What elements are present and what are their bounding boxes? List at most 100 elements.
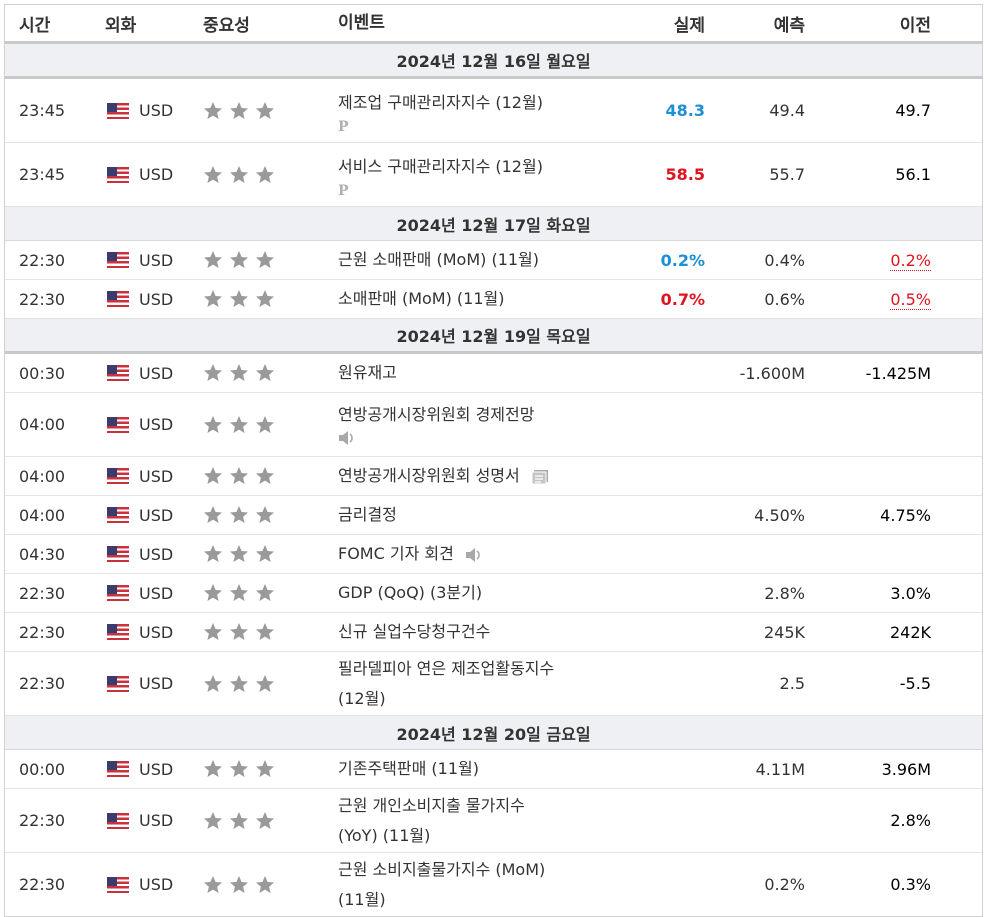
star-icon [230,364,248,381]
table-row[interactable]: 22:30 USD 소매판매 (MoM) (11월) 0.7% 0.6% 0.5… [5,280,982,319]
event-name[interactable]: 원유재고 [338,363,397,382]
importance-stars [203,250,338,270]
event-name-line-1[interactable]: 필라델피아 연은 제조업활동지수 [338,658,555,678]
header-importance[interactable]: 중요성 [203,15,250,36]
revised-previous-value[interactable]: 0.5% [890,289,931,310]
table-row[interactable]: 00:00 USD 기존주택판매 (11월) 4.11M 3.96M [5,750,982,789]
event-name[interactable]: 연방공개시장위원회 경제전망 [338,404,535,424]
star-icon [230,165,248,183]
importance-stars [203,363,338,383]
currency-code: USD [139,505,174,525]
event-name[interactable]: 연방공개시장위원회 성명서 [338,466,520,485]
event-name[interactable]: 제조업 구매관리자지수 (12월) [338,92,543,112]
table-row[interactable]: 23:45 USD 서비스 구매관리자지수 (12월) P 58.5 55.7 … [5,143,982,207]
event-cell[interactable]: 필라델피아 연은 제조업활동지수 (12월) [338,654,608,714]
previous-value[interactable]: 0.2% [805,250,931,271]
star-icon [256,101,274,119]
revised-previous-value[interactable]: 0.2% [890,250,931,271]
table-row[interactable]: 04:30 USD FOMC 기자 회견 [5,535,982,574]
star-icon [204,101,222,119]
header-forecast[interactable]: 예측 [773,15,805,36]
star-icon [256,290,274,307]
event-cell[interactable]: 근원 소비지출물가지수 (MoM) (11월) [338,855,608,915]
economic-calendar: 시간 외화 중요성 이벤트 실제 예측 이전 2024년 12월 16일 월요일… [4,4,983,917]
table-row[interactable]: 04:00 USD 연방공개시장위원회 성명서 [5,457,982,496]
forecast-value: 0.4% [764,250,805,270]
table-row[interactable]: 22:30 USD 근원 개인소비지출 물가지수 (YoY) (11월) 2.8… [5,789,982,853]
currency-cell: USD [105,101,203,120]
us-flag-icon [107,585,129,601]
event-cell[interactable]: 근원 개인소비지출 물가지수 (YoY) (11월) [338,791,608,851]
table-row[interactable]: 23:45 USD 제조업 구매관리자지수 (12월) P 48.3 49.4 … [5,79,982,143]
star-icon [256,875,274,893]
importance-stars [203,505,338,525]
event-name-line-1[interactable]: 근원 개인소비지출 물가지수 [338,795,525,815]
event-cell[interactable]: 연방공개시장위원회 경제전망 [338,400,608,450]
star-icon [204,623,222,640]
importance-stars [203,759,338,779]
event-name[interactable]: 기존주택판매 (11월) [338,759,479,778]
star-icon [204,251,222,268]
forecast-value: 4.11M [755,759,805,779]
day-header: 2024년 12월 20일 금요일 [5,716,982,750]
event-name[interactable]: 근원 소매판매 (MoM) (11월) [338,250,540,269]
star-icon [256,674,274,692]
table-row[interactable]: 22:30 USD GDP (QoQ) (3분기) 2.8% 3.0% [5,574,982,613]
star-icon [256,415,274,433]
star-icon [204,364,222,381]
event-name[interactable]: 금리결정 [338,505,397,524]
event-name-line-1[interactable]: 근원 소비지출물가지수 (MoM) [338,859,546,879]
currency-cell: USD [105,290,203,309]
us-flag-icon [107,624,129,640]
table-row[interactable]: 04:00 USD 연방공개시장위원회 경제전망 [5,393,982,457]
importance-stars [203,466,338,486]
star-icon [204,415,222,433]
table-row[interactable]: 22:30 USD 신규 실업수당청구건수 245K 242K [5,613,982,652]
star-icon [230,811,248,829]
currency-code: USD [139,165,174,184]
previous-value: 56.1 [895,165,931,184]
actual-value: 58.5 [665,165,705,184]
star-icon [230,674,248,692]
currency-code: USD [139,875,174,894]
star-icon [256,623,274,640]
previous-value: 0.3% [890,875,931,894]
header-time[interactable]: 시간 [19,15,51,36]
event-name[interactable]: 서비스 구매관리자지수 (12월) [338,156,543,176]
event-name[interactable]: 소매판매 (MoM) (11월) [338,289,505,308]
event-name-line-2[interactable]: (12월) [338,688,386,708]
header-event[interactable]: 이벤트 [338,13,385,33]
star-icon [204,760,222,777]
event-time: 04:00 [19,466,66,486]
event-name[interactable]: FOMC 기자 회견 [338,544,454,563]
event-cell[interactable]: 서비스 구매관리자지수 (12월) P [338,152,608,198]
star-icon [204,875,222,893]
table-row[interactable]: 22:30 USD 근원 소비지출물가지수 (MoM) (11월) 0.2% 0… [5,853,982,916]
table-row[interactable]: 00:30 USD 원유재고 -1.600M -1.425M [5,354,982,393]
event-cell[interactable]: 연방공개시장위원회 성명서 [338,461,608,491]
event-name-line-2[interactable]: (11월) [338,889,386,909]
currency-cell: USD [105,251,203,270]
table-row[interactable]: 22:30 USD 근원 소매판매 (MoM) (11월) 0.2% 0.4% … [5,241,982,280]
importance-stars [203,811,338,831]
previous-value[interactable]: 0.5% [805,289,931,310]
star-icon [204,674,222,692]
event-name[interactable]: GDP (QoQ) (3분기) [338,583,483,602]
event-name[interactable]: 신규 실업수당청구건수 [338,622,491,641]
event-time: 23:45 [19,101,66,120]
importance-stars [203,622,338,642]
star-icon [230,415,248,433]
day-header: 2024년 12월 16일 월요일 [5,44,982,79]
table-row[interactable]: 04:00 USD 금리결정 4.50% 4.75% [5,496,982,535]
event-cell[interactable]: 제조업 구매관리자지수 (12월) P [338,88,608,134]
currency-code: USD [139,363,174,383]
header-currency[interactable]: 외화 [105,15,137,36]
header-actual[interactable]: 실제 [673,15,705,36]
event-name-line-2[interactable]: (YoY) (11월) [338,825,431,845]
us-flag-icon [107,507,129,523]
currency-cell: USD [105,165,203,184]
table-row[interactable]: 22:30 USD 필라델피아 연은 제조업활동지수 (12월) 2.5 -5.… [5,652,982,716]
event-cell[interactable]: FOMC 기자 회견 [338,539,608,569]
header-previous[interactable]: 이전 [899,15,931,36]
star-icon [256,584,274,601]
